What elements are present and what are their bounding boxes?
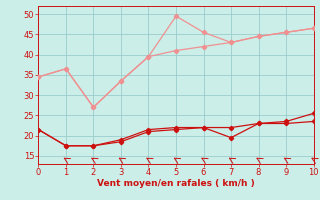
X-axis label: Vent moyen/en rafales ( km/h ): Vent moyen/en rafales ( km/h ) <box>97 179 255 188</box>
